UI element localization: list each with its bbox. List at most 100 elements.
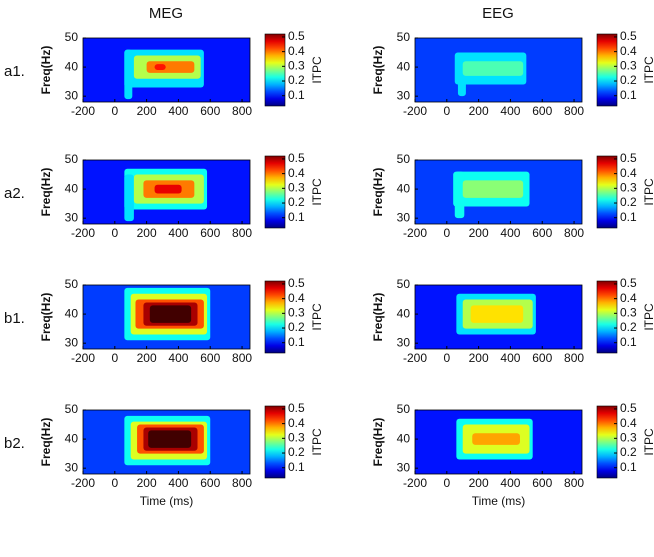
y-tick-label: 40 [65, 306, 79, 320]
colorbar [264, 405, 286, 479]
colorbar-tick-label: 0.4 [288, 416, 305, 430]
colorbar [596, 405, 618, 479]
x-tick-label: 200 [137, 476, 157, 490]
heatmap-region [146, 61, 195, 73]
x-tick-label: 0 [111, 226, 118, 240]
heatmap-region [462, 180, 524, 198]
x-tick-label: 0 [443, 104, 450, 118]
heatmap [415, 285, 582, 349]
x-tick-label: 0 [111, 476, 118, 490]
panel: -200 0 200 400 600 800 30 40 50 Freq(Hz) Time (ms)… [39, 401, 324, 508]
colorbar-label: ITPC [642, 428, 654, 456]
x-tick-label: 200 [469, 351, 489, 365]
colorbar-tick-label: 0.1 [288, 460, 305, 474]
colorbar-tick-label: 0.3 [620, 180, 637, 194]
y-tick-label: 50 [397, 152, 411, 166]
colorbar-tick-label: 0.1 [620, 460, 637, 474]
x-tick-label: 200 [469, 476, 489, 490]
colorbar-tick-label: 0.2 [288, 73, 305, 87]
colorbar-tick-label: 0.3 [620, 305, 637, 319]
colorbar-tick-label: 0.5 [620, 151, 637, 165]
x-tick-label: 800 [564, 226, 584, 240]
x-tick-label: 0 [443, 351, 450, 365]
colorbar-tick-label: 0.2 [620, 73, 637, 87]
colorbar-tick-label: 0.3 [288, 305, 305, 319]
colorbar-tick-label: 0.5 [620, 29, 637, 43]
heatmap-region [154, 184, 182, 194]
row-label: a2. [4, 185, 25, 202]
colorbar-tick-label: 0.4 [288, 291, 305, 305]
colorbar-tick-label: 0.1 [620, 88, 637, 102]
x-tick-label: 800 [232, 476, 252, 490]
column-title: EEG [482, 5, 514, 22]
colorbar-tick-label: 0.4 [288, 166, 305, 180]
heatmap-region [154, 64, 166, 70]
colorbar-tick-label: 0.5 [288, 151, 305, 165]
heatmap-region [472, 433, 520, 445]
colorbar-tick-label: 0.5 [288, 401, 305, 415]
heatmap [83, 38, 250, 102]
x-tick-label: 800 [232, 104, 252, 118]
colorbar [264, 155, 286, 229]
x-tick-label: 0 [111, 104, 118, 118]
x-tick-label: -200 [71, 104, 95, 118]
x-axis-label: Time (ms) [140, 494, 194, 508]
x-tick-label: 400 [500, 476, 520, 490]
y-tick-label: 30 [397, 335, 411, 349]
y-tick-label: 40 [397, 181, 411, 195]
row-label: b1. [4, 310, 25, 327]
colorbar-tick-label: 0.3 [288, 180, 305, 194]
plot-frame [82, 37, 251, 103]
y-tick-label: 30 [397, 88, 411, 102]
x-tick-label: 600 [200, 351, 220, 365]
colorbar-label: ITPC [642, 178, 654, 206]
plot-frame [414, 37, 583, 103]
x-tick-label: 800 [564, 104, 584, 118]
y-tick-label: 40 [65, 431, 79, 445]
plot-frame [82, 409, 251, 475]
y-axis-label: Freq(Hz) [371, 168, 385, 217]
colorbar-tick-label: 0.2 [620, 195, 637, 209]
colorbar-tick-label: 0.2 [620, 445, 637, 459]
y-tick-label: 40 [65, 181, 79, 195]
x-tick-label: 200 [137, 104, 157, 118]
colorbar [264, 33, 286, 107]
colorbar [596, 280, 618, 354]
colorbar [596, 155, 618, 229]
y-tick-label: 30 [397, 210, 411, 224]
colorbar-label: ITPC [310, 56, 324, 84]
y-tick-label: 30 [65, 88, 79, 102]
panel: -200 0 200 400 600 800 30 40 50 Freq(Hz) 0.10.20.3… [371, 276, 654, 365]
heatmap-region [149, 305, 192, 323]
colorbar-tick-label: 0.2 [288, 195, 305, 209]
y-axis-label: Freq(Hz) [39, 418, 53, 467]
plot-frame [82, 159, 251, 225]
heatmap-region [454, 171, 465, 219]
y-tick-label: 50 [397, 30, 411, 44]
colorbar-tick-label: 0.4 [620, 291, 637, 305]
heatmap [83, 410, 250, 474]
colorbar-label: ITPC [642, 303, 654, 331]
x-tick-label: 600 [200, 226, 220, 240]
panel: -200 0 200 400 600 800 30 40 50 Freq(Hz) 0.10.20.3… [371, 29, 654, 118]
x-tick-label: 600 [532, 351, 552, 365]
x-tick-label: 400 [168, 476, 188, 490]
y-axis-label: Freq(Hz) [371, 418, 385, 467]
y-axis-label: Freq(Hz) [39, 46, 53, 95]
colorbar [264, 280, 286, 354]
colorbar-tick-label: 0.4 [620, 44, 637, 58]
y-axis-label: Freq(Hz) [371, 46, 385, 95]
heatmap-region [470, 305, 524, 323]
x-tick-label: 800 [232, 226, 252, 240]
heatmap [415, 160, 582, 224]
heatmap [415, 38, 582, 102]
colorbar-tick-label: 0.5 [620, 401, 637, 415]
y-tick-label: 40 [65, 59, 79, 73]
y-tick-label: 30 [397, 460, 411, 474]
heatmap-region [124, 174, 134, 222]
heatmap-region [148, 430, 192, 448]
colorbar-tick-label: 0.3 [620, 58, 637, 72]
heatmap [83, 160, 250, 224]
column-title: MEG [149, 5, 183, 22]
colorbar-tick-label: 0.5 [288, 276, 305, 290]
